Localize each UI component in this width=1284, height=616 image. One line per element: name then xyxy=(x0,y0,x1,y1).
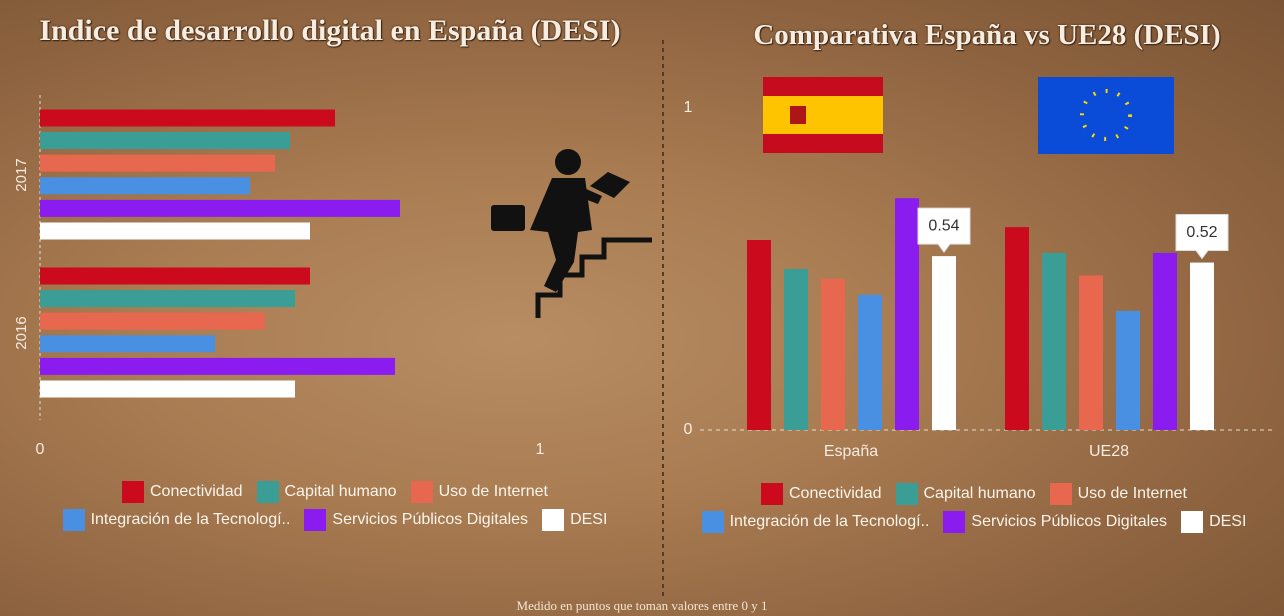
legend-label: DESI xyxy=(570,511,608,528)
legend-label: Capital humano xyxy=(284,483,397,500)
bar xyxy=(40,312,265,330)
legend-swatch xyxy=(761,483,783,505)
legend-item[interactable]: DESI xyxy=(1181,511,1246,533)
icon xyxy=(491,149,652,318)
x-tick-label: 1 xyxy=(536,441,545,458)
bar xyxy=(1190,262,1214,430)
bar xyxy=(784,269,808,430)
legend-swatch xyxy=(410,481,433,503)
legend-item[interactable]: Conectividad xyxy=(122,481,243,503)
bar xyxy=(40,267,310,285)
bar xyxy=(1116,310,1140,430)
legend-label: Integración de la Tecnologí.. xyxy=(729,513,930,530)
chart-title: Indice de desarrollo digital en España (… xyxy=(39,14,621,47)
y-tick-label: 1 xyxy=(684,99,693,116)
bar xyxy=(895,198,919,430)
legend-item[interactable]: Capital humano xyxy=(895,483,1036,505)
legend-swatch xyxy=(304,509,327,531)
x-tick-label: España xyxy=(824,443,878,460)
data-label: 0.54 xyxy=(928,217,959,234)
legend-swatch xyxy=(1181,511,1204,533)
bar xyxy=(40,177,250,195)
legend-label: DESI xyxy=(1209,513,1247,530)
data-label: 0.52 xyxy=(1186,224,1217,241)
legend-item[interactable]: Servicios Públicos Digitales xyxy=(304,509,528,531)
legend-item[interactable]: Capital humano xyxy=(256,481,397,503)
x-tick-label: 0 xyxy=(36,441,45,458)
bar xyxy=(40,335,215,353)
bar xyxy=(40,199,400,217)
bar xyxy=(747,240,771,430)
legend: Conectividad Capital humano Uso de Interne… xyxy=(30,481,640,531)
legend-swatch xyxy=(895,483,918,505)
bar xyxy=(40,222,310,240)
legend-item[interactable]: Integración de la Tecnologí.. xyxy=(62,509,291,531)
legend-swatch xyxy=(62,509,85,531)
legend-label: Uso de Internet xyxy=(438,483,548,500)
bar xyxy=(821,278,845,430)
legend-swatch xyxy=(542,509,565,531)
bar xyxy=(40,154,275,172)
flag-eu xyxy=(1038,77,1174,154)
legend-swatch xyxy=(1049,483,1072,505)
legend-item[interactable]: Integración de la Tecnologí.. xyxy=(701,511,930,533)
chart-title: Comparativa España vs UE28 (DESI) xyxy=(753,19,1221,51)
legend-item[interactable]: Uso de Internet xyxy=(1049,483,1187,505)
data-label-box xyxy=(1175,214,1229,260)
legend: Conectividad Capital humano Uso de Interne… xyxy=(668,483,1280,533)
legend-item[interactable]: Servicios Públicos Digitales xyxy=(943,511,1167,533)
bar xyxy=(40,357,395,375)
legend-swatch xyxy=(256,481,279,503)
data-label-box xyxy=(917,207,971,253)
legend-item[interactable]: DESI xyxy=(542,509,607,531)
bar xyxy=(40,290,295,308)
bar xyxy=(40,132,290,150)
footer: Medido en puntos que toman valores entre… xyxy=(516,598,768,613)
legend-label: Conectividad xyxy=(789,485,882,502)
bar xyxy=(40,109,335,127)
y-tick-label: 0 xyxy=(684,421,693,438)
legend-label: Servicios Públicos Digitales xyxy=(971,513,1168,530)
y-tick-label: 2016 xyxy=(13,316,30,349)
legend-swatch xyxy=(943,511,966,533)
legend-item[interactable]: Conectividad xyxy=(761,483,882,505)
legend-label: Capital humano xyxy=(923,485,1036,502)
bar xyxy=(932,256,956,430)
legend-swatch xyxy=(701,511,724,533)
legend-item[interactable]: Uso de Internet xyxy=(410,481,548,503)
y-tick-label: 2017 xyxy=(13,158,30,191)
bar xyxy=(40,380,295,398)
x-tick-label: UE28 xyxy=(1089,443,1129,460)
bar xyxy=(1153,252,1177,430)
legend-label: Uso de Internet xyxy=(1077,485,1187,502)
legend-label: Servicios Públicos Digitales xyxy=(332,511,529,528)
bar xyxy=(1042,252,1066,430)
bar xyxy=(1005,227,1029,430)
legend-label: Integración de la Tecnologí.. xyxy=(90,511,291,528)
bar xyxy=(858,294,882,430)
flag-spain xyxy=(763,77,883,153)
legend-label: Conectividad xyxy=(150,483,243,500)
bar xyxy=(1079,275,1103,430)
legend-swatch xyxy=(122,481,144,503)
